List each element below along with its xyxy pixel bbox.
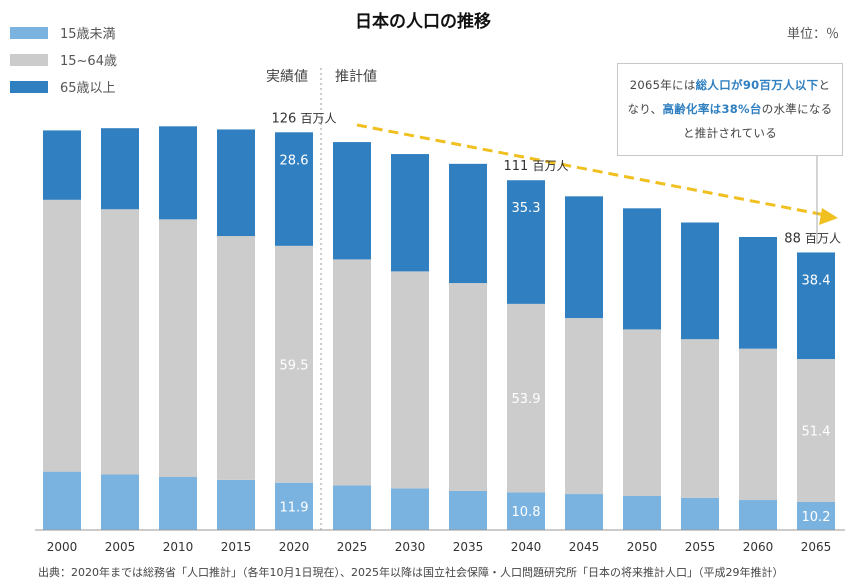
bar-segment-under15 [333,485,371,530]
bar-segment-over65 [159,126,197,220]
bar-segment-under15 [623,495,661,530]
x-tick-label: 2055 [685,540,716,554]
annotation-box: 2065年には総人口が90百万人以下と なり、高齢化率は38%台の水準になる と… [617,63,843,156]
x-tick-label: 2005 [105,540,136,554]
data-label: 35.3 [512,201,541,216]
bar-segment-over65 [797,252,835,360]
x-tick-label: 2000 [47,540,78,554]
x-axis-ticks: 2000 2005 2010 2015 2020 2025 2030 2035 2040 2045… [47,540,832,554]
bar-segment-under15 [159,477,197,530]
unit-label: 単位：％ [787,26,839,42]
x-tick-label: 2040 [511,540,542,554]
bar-segment-over65 [507,180,545,304]
bar-segment-15-64 [391,271,429,489]
bar-segment-15-64 [333,259,371,486]
bar-segment-15-64 [565,318,603,495]
bar-segment-under15 [797,501,835,530]
bar-segment-over65 [217,129,255,237]
note-line-3: と推計されている [682,126,778,140]
x-tick-label: 2020 [279,540,310,554]
bar-segment-under15 [217,479,255,530]
note-line-2: なり、高齢化率は38%台の水準になる [627,102,833,116]
data-label: 10.2 [802,510,831,525]
section-label-actual: 実績値 [266,69,308,85]
bar-segment-15-64 [449,283,487,491]
bar-segment-over65 [43,130,81,200]
total-label-2065: 88 百万人 [784,231,841,246]
bar-segment-15-64 [739,348,777,501]
bar-segment-under15 [565,494,603,530]
bar-segment-over65 [623,208,661,330]
trend-arrow-head [819,208,838,225]
bar-segment-over65 [275,132,313,246]
legend-label-under15: 15歳未満 [60,27,116,42]
bar-segment-over65 [449,163,487,284]
x-tick-label: 2035 [453,540,484,554]
total-label-2020: 126 百万人 [272,111,337,126]
data-label: 53.9 [512,392,541,407]
legend-label-over65: 65歳以上 [60,81,116,96]
bar-segment-under15 [275,482,313,530]
bar-segment-under15 [739,500,777,530]
data-label: 10.8 [512,505,541,520]
x-tick-label: 2015 [221,540,252,554]
bar-segment-15-64 [275,245,313,483]
x-tick-label: 2060 [743,540,774,554]
data-label: 11.9 [280,500,309,515]
data-label: 59.5 [280,358,309,373]
total-labels: 126 百万人 111 百万人 88 百万人 [272,111,841,246]
x-tick-label: 2010 [163,540,194,554]
total-label-2040: 111 百万人 [504,159,569,174]
x-tick-label: 2030 [395,540,426,554]
bar-segment-15-64 [681,339,719,498]
data-label: 28.6 [280,153,309,168]
bar-segment-15-64 [159,219,197,478]
data-label: 51.4 [802,424,831,439]
data-label: 38.4 [802,273,831,288]
note-line-1: 2065年には総人口が90百万人以下と [629,78,831,92]
bar-segment-under15 [391,488,429,530]
bar-segment-under15 [101,474,139,530]
bar-segment-over65 [565,196,603,319]
x-tick-label: 2065 [801,540,832,554]
bar-segment-15-64 [797,359,835,502]
bar-segment-over65 [681,222,719,340]
data-labels: 11.9 59.5 28.6 10.8 53.9 35.3 10.2 51.4 38.4 [280,153,831,525]
bar-segment-under15 [449,490,487,530]
chart-title: 日本の人口の推移 [355,11,491,32]
bar-segment-15-64 [623,329,661,496]
bar-segment-15-64 [507,303,545,493]
bar-segment-over65 [333,142,371,260]
bar-segment-under15 [43,471,81,530]
x-tick-label: 2025 [337,540,368,554]
legend-label-15-64: 15~64歳 [60,54,117,69]
bar-segment-15-64 [43,199,81,472]
bar-segment-15-64 [101,209,139,475]
bar-segment-15-64 [217,236,255,480]
legend-swatch-over65 [10,81,48,93]
bar-segment-under15 [507,492,545,530]
source-note: 出典：2020年までは総務省「人口推計」（各年10月1日現在）、2025年以降は… [38,565,783,579]
legend-swatch-15-64 [10,54,48,66]
bar-segment-over65 [391,154,429,272]
bar-segment-over65 [739,237,777,349]
legend-swatch-under15 [10,27,48,39]
x-tick-label: 2050 [627,540,658,554]
section-label-projected: 推計値 [335,69,377,85]
x-tick-label: 2045 [569,540,600,554]
bar-segment-over65 [101,128,139,210]
legend: 15歳未満 15~64歳 65歳以上 [10,27,117,96]
bar-segment-under15 [681,497,719,530]
bar-group [43,126,835,530]
